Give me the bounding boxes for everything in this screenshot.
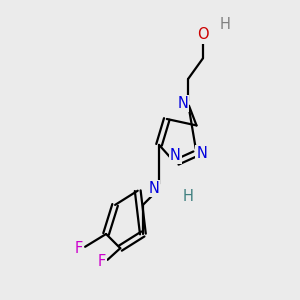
Text: N: N [177, 96, 188, 111]
Text: H: H [220, 16, 231, 32]
Text: O: O [197, 28, 209, 43]
Text: N: N [196, 146, 207, 161]
Text: H: H [183, 189, 194, 204]
Text: H: H [217, 16, 228, 32]
Text: H: H [182, 189, 193, 204]
Text: F: F [98, 254, 106, 268]
Text: N: N [148, 181, 159, 196]
Text: N: N [148, 181, 159, 196]
Text: O: O [197, 28, 209, 43]
Text: F: F [75, 241, 83, 256]
Text: N: N [170, 148, 181, 163]
